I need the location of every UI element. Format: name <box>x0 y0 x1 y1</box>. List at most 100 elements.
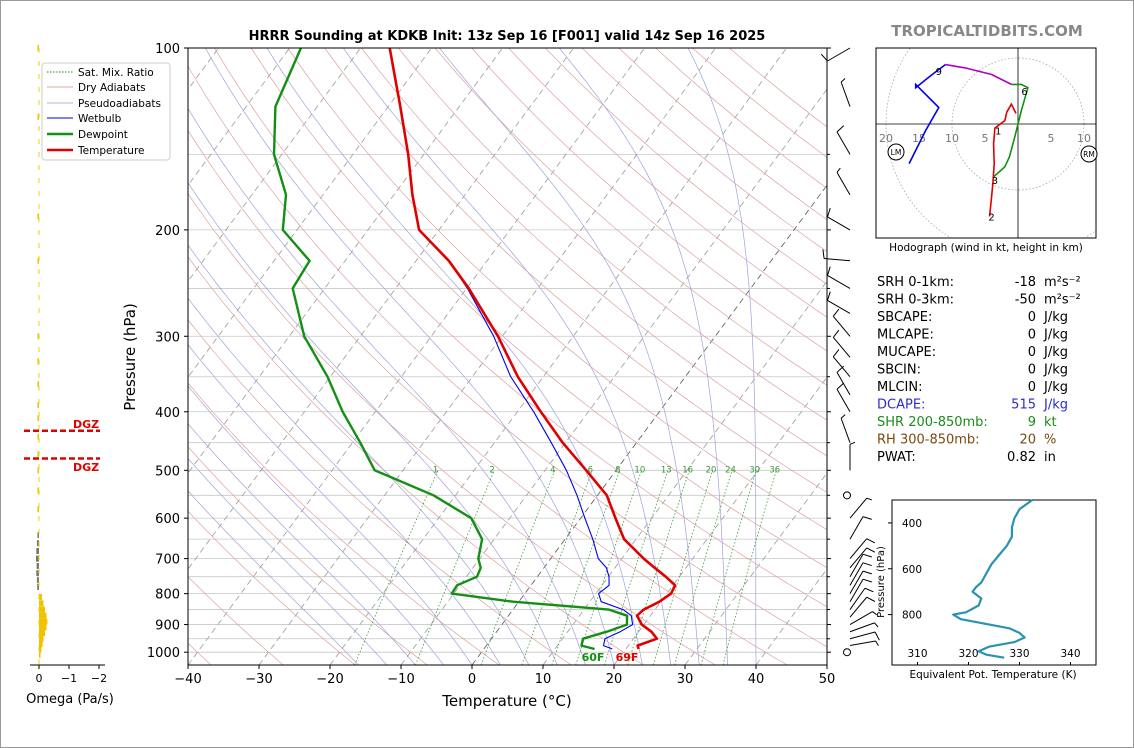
omega-bar <box>37 584 39 591</box>
index-label: SRH 0-1km: <box>877 275 954 290</box>
index-unit: J/kg <box>1043 310 1068 325</box>
index-unit: J/kg <box>1043 345 1068 360</box>
legend-dewpoint: Dewpoint <box>78 129 128 141</box>
mixing-ratio-label: 10 <box>634 466 645 476</box>
omega-bar <box>37 487 39 494</box>
hodograph-height-label: 1 <box>995 127 1001 138</box>
omega-bar <box>39 635 44 642</box>
dry-adiabat-line <box>188 129 788 665</box>
omega-bar <box>37 213 39 220</box>
index-unit: J/kg <box>1043 363 1068 378</box>
wind-barb-staff <box>849 516 864 540</box>
wind-barb <box>827 207 851 231</box>
index-label: SBCIN: <box>877 363 921 378</box>
index-value: -50 <box>1015 293 1036 308</box>
hodograph-trace <box>988 102 1017 217</box>
omega-bar <box>36 577 39 584</box>
index-unit: J/kg <box>1043 398 1068 413</box>
mixing-ratio-line <box>354 470 439 665</box>
omega-bar <box>37 433 39 440</box>
pseudoadiabat-line <box>266 48 643 665</box>
wind-barb <box>849 547 876 569</box>
wind-barb-staff <box>836 131 851 155</box>
index-label: SHR 200-850mb: <box>877 415 988 430</box>
wind-barb-flag <box>836 125 845 133</box>
x-tick-label: −20 <box>316 672 343 687</box>
theta-e-x-label: Equivalent Pot. Temperature (K) <box>909 669 1076 681</box>
index-value: 515 <box>1011 398 1036 413</box>
pseudoadiabat-line <box>559 48 728 665</box>
chart-title: HRRR Sounding at KDKB Init: 13z Sep 16 [… <box>249 29 766 44</box>
dry-adiabat-line <box>188 319 572 665</box>
mixing-ratio-label: 8 <box>615 466 620 476</box>
wind-barb <box>849 611 878 625</box>
mixing-ratio-line <box>415 470 495 665</box>
wind-barb <box>832 329 851 358</box>
y-tick-label: 900 <box>155 619 180 634</box>
wind-barb-flag <box>862 570 872 575</box>
omega-bar <box>39 606 45 613</box>
storm-motion-lm-marker <box>887 143 905 161</box>
wind-barb <box>840 414 851 443</box>
index-label: SRH 0-3km: <box>877 293 954 308</box>
wind-barb-staff <box>849 547 868 569</box>
index-unit: % <box>1044 433 1056 448</box>
y-tick-label: 100 <box>155 42 180 57</box>
index-value: -18 <box>1015 275 1036 290</box>
legend-temperature: Temperature <box>77 145 145 157</box>
wind-barb-staff <box>849 562 864 586</box>
surface-temp-label: 69F <box>616 651 639 664</box>
index-label: DCAPE: <box>877 398 925 413</box>
wind-barb <box>836 125 851 155</box>
pseudoadiabat-line <box>188 490 359 665</box>
dry-adiabat-line <box>287 48 827 531</box>
wind-barb-staff <box>827 47 851 62</box>
wind-barb <box>849 497 872 519</box>
wind-barb <box>849 441 856 471</box>
mixing-ratio-label: 24 <box>725 466 736 476</box>
wind-barb <box>849 516 872 540</box>
mixing-ratio-line <box>551 470 621 665</box>
theta-e-x-tick-label: 320 <box>958 648 978 660</box>
dgz-label-lower: DGZ <box>73 461 99 474</box>
dry-adiabat-line <box>188 65 827 648</box>
hodograph-trace <box>908 63 946 164</box>
x-tick-label: −10 <box>387 672 414 687</box>
omega-bar <box>39 593 42 600</box>
wind-barb-flag <box>827 291 831 301</box>
mixing-ratio-line <box>604 470 669 665</box>
wind-barb <box>836 365 851 396</box>
mixing-ratio-line <box>722 470 777 665</box>
y-tick-label: 500 <box>155 464 180 479</box>
index-unit: J/kg <box>1043 328 1068 343</box>
index-unit: m²s⁻² <box>1044 293 1081 308</box>
wind-barb <box>836 382 851 413</box>
wind-barb-flag <box>864 587 874 593</box>
wind-barb-calm <box>843 648 851 657</box>
y-tick-label: 700 <box>155 553 180 568</box>
index-value: 0 <box>1028 345 1036 360</box>
theta-e-y-tick-label: 800 <box>902 610 922 622</box>
wind-barb-flag <box>866 547 876 553</box>
isotherm-line <box>542 280 827 665</box>
index-unit: kt <box>1044 415 1057 430</box>
wind-barb <box>849 640 879 647</box>
x-tick-label: −40 <box>174 672 201 687</box>
mixing-ratio-line <box>700 470 757 665</box>
wind-barb <box>836 167 851 196</box>
y-tick-label: 400 <box>155 406 180 421</box>
wind-barb <box>849 622 879 633</box>
legend-mixing-ratio: Sat. Mix. Ratio <box>78 67 154 79</box>
pseudoadiabat-line <box>439 48 700 665</box>
omega-bar <box>37 415 39 422</box>
wind-barb <box>849 562 872 586</box>
dry-adiabat-line <box>361 48 827 457</box>
index-label: RH 300-850mb: <box>877 433 980 448</box>
index-value: 0 <box>1028 328 1036 343</box>
pseudoadiabat-line <box>343 48 672 665</box>
x-tick-label: 40 <box>748 672 765 687</box>
wind-barb-staff <box>849 596 868 618</box>
wind-barb <box>820 47 851 62</box>
mixing-ratio-label: 4 <box>550 466 555 476</box>
